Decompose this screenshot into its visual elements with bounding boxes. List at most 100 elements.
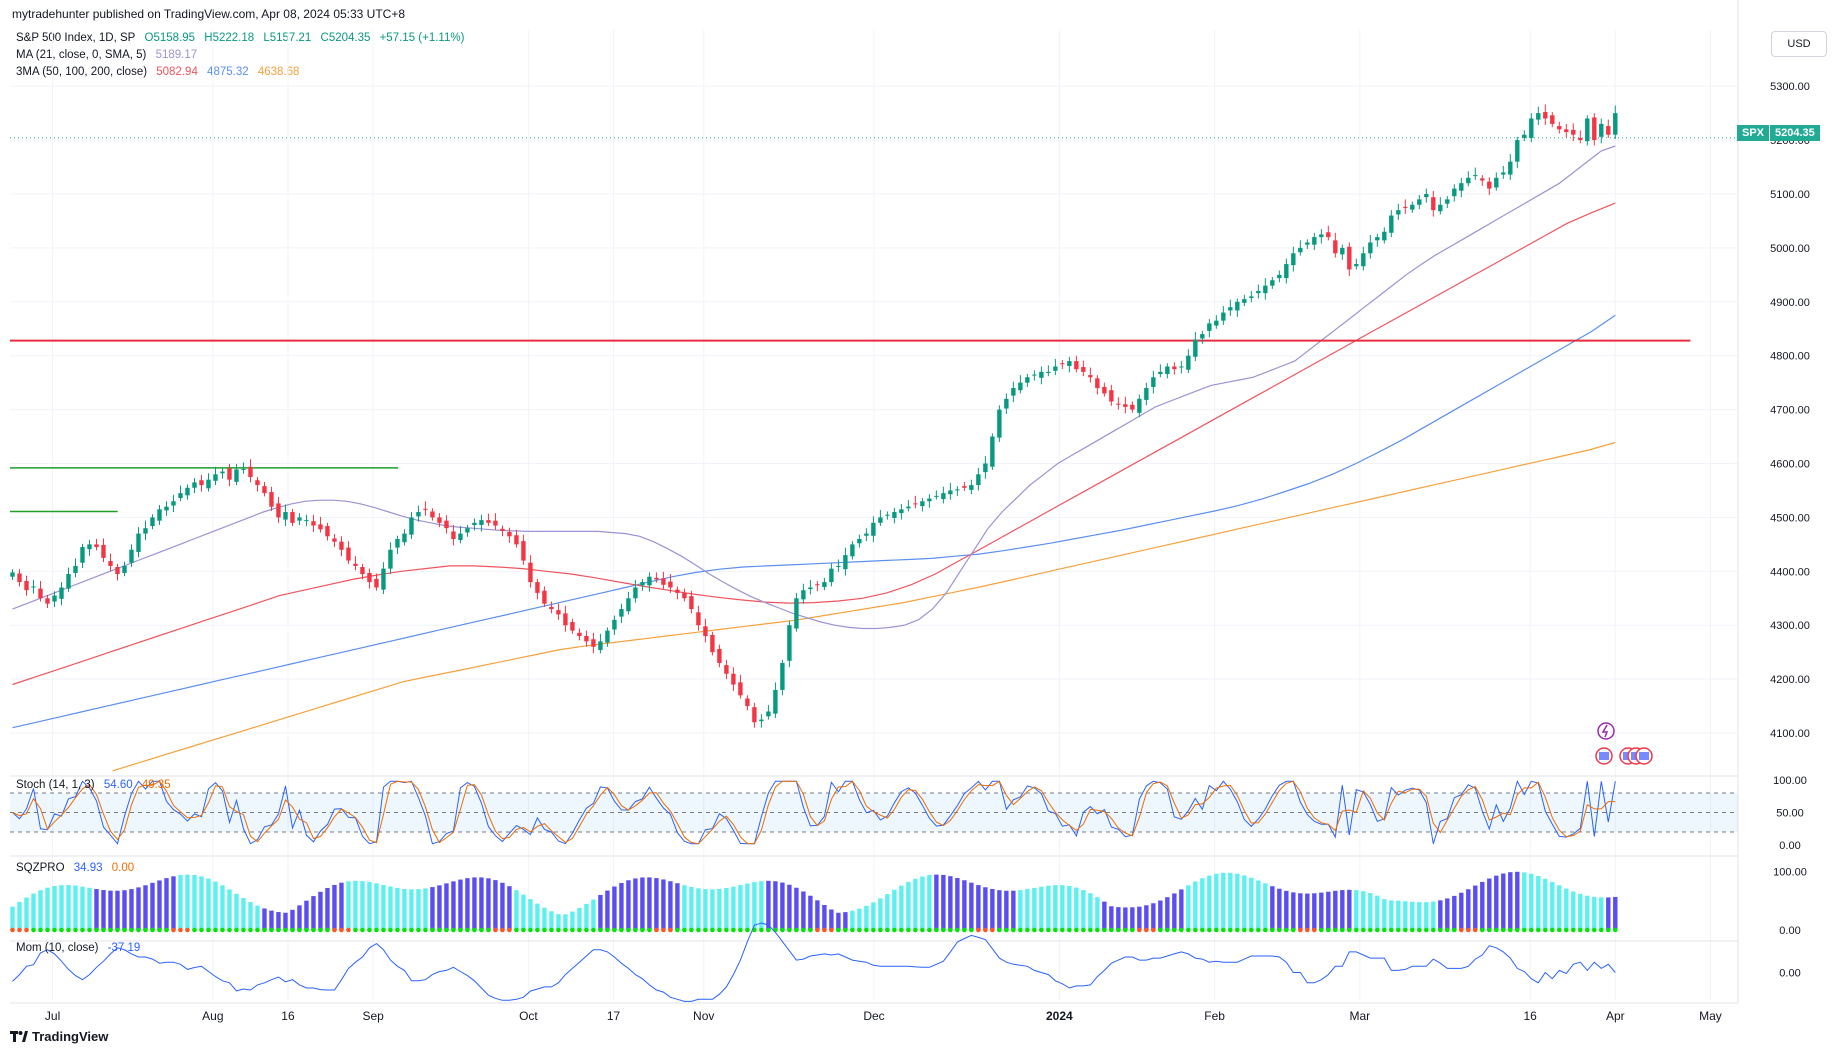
sqz-bar — [360, 881, 365, 930]
sqz-bar — [437, 885, 442, 930]
price-chart[interactable]: 5300.005200.005100.005000.004900.004800.… — [0, 0, 1835, 1030]
sqz-bar — [311, 896, 316, 930]
sqz-dot — [927, 927, 932, 933]
candle-body — [1018, 382, 1023, 391]
sqz-bar — [1585, 895, 1590, 930]
sqz-dot — [24, 927, 29, 933]
sqz-bar — [500, 882, 505, 930]
sqz-bar — [430, 887, 435, 930]
candle-body — [703, 626, 708, 637]
indicator-panes: 100.00 50.00 0.00 100.00 0.00 0.00 — [10, 775, 1807, 1002]
sqz-label: SQZPRO — [16, 862, 65, 874]
sqz-bar — [1396, 900, 1401, 930]
sqz-dot — [213, 927, 218, 933]
sqz-bar — [1263, 883, 1268, 930]
sqz-dot — [1102, 927, 1107, 933]
time-tick-label: 16 — [281, 1009, 295, 1023]
sqz-bar — [1494, 875, 1499, 930]
sqz-bar — [850, 910, 855, 930]
sqz-dot — [304, 927, 309, 933]
sqz-bar — [752, 882, 757, 930]
sqz-dot — [717, 927, 722, 933]
sqz-bar — [577, 908, 582, 930]
candle-body — [1445, 199, 1450, 204]
candle-body — [962, 486, 967, 488]
sqz-dot — [1165, 927, 1170, 933]
footer-brand[interactable]: TradingView — [10, 1029, 108, 1044]
candle-body — [1466, 177, 1471, 184]
candle-body — [178, 493, 183, 499]
sqz-dot — [458, 927, 463, 933]
candle-body — [745, 698, 750, 707]
candle-body — [1284, 264, 1289, 279]
sqz-dot — [1459, 927, 1464, 933]
candle-body — [325, 526, 330, 537]
sqz-dot — [1305, 927, 1310, 933]
candle-body — [360, 567, 365, 575]
sqz-bar — [283, 912, 288, 930]
sqz-dot — [577, 927, 582, 933]
sqz-bar — [1151, 903, 1156, 930]
candle-body — [290, 512, 295, 523]
candle-body — [1515, 140, 1520, 162]
candle-body — [892, 512, 897, 518]
sqz-bar — [1235, 873, 1240, 930]
sqz-dot — [1515, 927, 1520, 933]
pane-tick-label: 0.00 — [1779, 840, 1800, 852]
sqz-bar — [1452, 895, 1457, 930]
tma-value-50: 5082.94 — [156, 66, 198, 78]
sqz-dot — [1067, 927, 1072, 933]
sqz-bar — [1144, 905, 1149, 930]
sqz-bar — [101, 890, 106, 930]
sqz-dot — [1584, 927, 1590, 933]
candle-body — [1291, 253, 1296, 266]
candle-body — [1522, 134, 1527, 138]
sqz-dot — [1431, 927, 1436, 933]
sqz-bar — [1515, 871, 1520, 930]
candle-body — [1263, 285, 1268, 294]
candle-body — [1326, 232, 1331, 238]
sqz-bar — [1410, 901, 1415, 930]
candle-body — [339, 541, 344, 550]
candle-body — [920, 501, 925, 507]
sqz-dot — [990, 927, 995, 933]
sqz-dot — [1361, 927, 1366, 933]
candle-body — [213, 474, 218, 481]
sqz-dot — [199, 927, 204, 933]
sqz-bar — [276, 912, 281, 930]
sqz-bar — [1025, 889, 1030, 930]
sqz-bar — [1347, 889, 1352, 930]
sqz-bar — [605, 890, 610, 930]
sqz-dot — [332, 927, 337, 933]
sqz-dot — [1074, 927, 1079, 933]
sqz-bar — [1438, 900, 1443, 930]
candle-body — [969, 485, 974, 490]
candle-body — [38, 588, 43, 599]
sqz-dot — [1382, 927, 1387, 933]
sqz-dot — [423, 927, 428, 933]
sqz-dot — [1186, 927, 1191, 933]
currency-button[interactable]: USD — [1771, 31, 1827, 57]
sqz-dot — [584, 927, 589, 933]
sqz-bar — [1291, 892, 1296, 930]
sqz-dot — [1011, 927, 1016, 933]
sqz-dot — [255, 927, 260, 933]
candle-body — [465, 528, 470, 533]
sqz-dot — [570, 927, 575, 933]
candle-body — [1298, 247, 1303, 253]
candle-body — [542, 590, 547, 604]
candle-body — [220, 471, 225, 474]
candle-body — [948, 490, 953, 495]
candle-body — [1235, 301, 1240, 311]
candle-body — [283, 512, 288, 520]
candle-body — [444, 520, 449, 529]
candle-body — [1347, 246, 1352, 270]
candle-body — [1207, 323, 1212, 331]
sqz-bar — [1046, 885, 1051, 930]
sqz-bar — [1375, 895, 1380, 930]
sqz-dot — [430, 927, 435, 933]
sqz-dot — [10, 927, 15, 933]
candle-body — [423, 508, 428, 510]
candle-body — [1368, 242, 1373, 254]
candle-body — [143, 528, 148, 534]
